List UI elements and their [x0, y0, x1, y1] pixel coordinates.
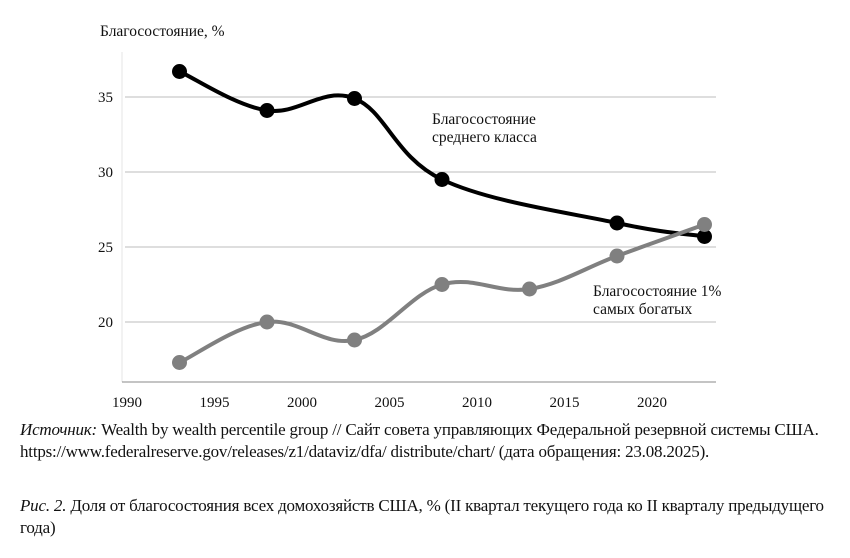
data-point-0 [609, 215, 625, 231]
y-tick-label: 20 [98, 315, 113, 331]
data-point-1 [609, 248, 625, 264]
x-tick-label: 2020 [637, 395, 667, 410]
series-label: Благосостояние [432, 111, 536, 128]
series-label: самых богатых [593, 301, 692, 318]
source-prefix: Источник: [20, 420, 98, 439]
data-point-0 [434, 172, 450, 187]
data-point-0 [172, 64, 187, 79]
x-tick-label: 2005 [375, 395, 405, 410]
figure-caption-prefix: Рис. 2. [20, 496, 67, 515]
data-point-0 [347, 91, 362, 106]
y-axis-title: Благосостояние, % [100, 23, 225, 40]
y-tick-label: 30 [98, 165, 113, 181]
y-tick-label: 35 [98, 90, 113, 106]
figure-caption: Рис. 2. Доля от благосостояния всех домо… [20, 495, 840, 538]
data-point-1 [434, 277, 450, 292]
x-tick-label: 2000 [287, 395, 317, 410]
series-label: Благосостояние 1% [593, 283, 722, 300]
series-line-0 [178, 69, 705, 239]
data-point-1 [522, 281, 537, 297]
data-point-1 [172, 355, 187, 370]
data-point-1 [347, 332, 362, 348]
x-tick-label: 1990 [112, 395, 142, 410]
data-point-1 [259, 314, 275, 330]
x-tick-label: 2015 [550, 395, 580, 410]
x-tick-label: 1995 [200, 395, 230, 410]
data-point-1 [697, 217, 712, 232]
series-label: среднего класса [432, 129, 537, 146]
line-chart: Благосостояние, % 20 25 30 35 1990 1995 2000 20… [98, 23, 722, 410]
x-tick-label: 2010 [462, 395, 492, 410]
source-note: Источник: Wealth by wealth percentile gr… [20, 419, 840, 462]
figure-caption-text: Доля от благосостояния всех домохозяйств… [20, 496, 824, 537]
source-text: Wealth by wealth percentile group // Сай… [20, 420, 819, 461]
data-point-0 [259, 103, 275, 118]
data-point-0 [697, 229, 712, 244]
y-tick-label: 25 [98, 240, 113, 256]
